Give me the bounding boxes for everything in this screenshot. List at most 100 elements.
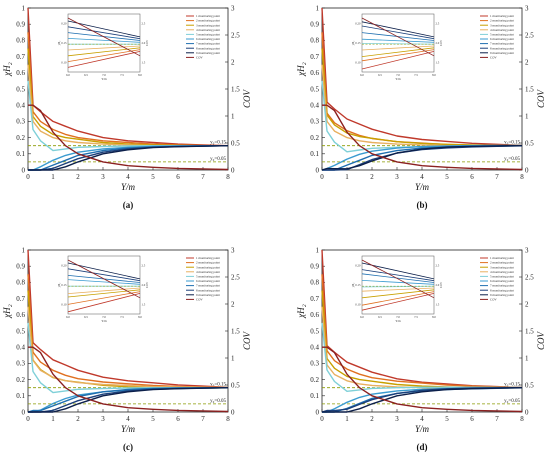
inset-y-left-label: χH₂ [57,283,61,288]
inset-x-label: Y/m [101,319,107,323]
inset-y-left-tick-label: 0.15 [61,283,67,287]
series-line-4 [321,306,523,389]
series-line-2 [321,274,523,389]
legend-entry: 5 monitoring point [490,275,514,279]
legend-entry: 4 monitoring point [490,28,514,32]
x-tick-label: 3 [101,415,105,423]
legend-entry: COV [490,56,497,60]
y-left-tick-label: 0.1 [310,150,319,158]
series-line-10 [322,346,523,413]
inset-series-line-9 [67,20,141,38]
inset-y-right-tick-label: 2.5 [142,264,146,268]
legend-entry: 2 monitoring point [196,19,220,23]
inset-series-line-4 [67,45,141,51]
inset-series-line-10 [361,17,435,57]
y-left-tick-label: 0.9 [310,263,319,271]
inset: 6.0 6.5 7.0 7.5 8.0 0.20 0.15 0.10 2.5 2.0 1.5 Y/m χ… [57,255,149,323]
inset-y-right-tick-label: 1.5 [436,60,440,64]
series-line-10 [322,104,523,171]
y-left-tick-label: 0.4 [16,344,25,352]
inset-y-left-tick-label: 0.20 [355,22,361,26]
y-right-axis-label: COV [536,88,546,108]
x-tick-label: 3 [101,173,105,181]
series-line-10 [28,346,229,413]
inset-frame [67,255,141,315]
inset-series-line-10 [67,259,141,299]
inset-y-right-tick-label: 1.5 [436,302,440,306]
y-left-tick-label: 0.7 [16,295,25,303]
x-tick-label: 4 [420,173,424,181]
inset-x-tick-label: 6.0 [66,73,70,77]
inset-series-line-6 [67,38,141,43]
legend-entry: 5 monitoring point [196,33,220,37]
inset-series-line-10 [67,17,141,57]
x-tick-label: 0 [320,415,324,423]
x-tick-label: 1 [51,415,55,423]
y-left-tick-label: 0.6 [310,69,319,77]
inset-y-left-tick-label: 0.10 [61,302,67,306]
inset: 6.0 6.5 7.0 7.5 8.0 0.20 0.15 0.10 2.5 2.0 1.5 Y/m χ… [351,13,443,81]
legend-entry: 7 monitoring point [196,42,220,46]
y-right-tick-label: 1.5 [231,85,240,93]
inset-y-right-tick-label: 2.5 [142,22,146,26]
reference-line-label: y₀=0.05 [504,399,520,404]
x-tick-label: 8 [226,415,230,423]
x-tick-label: 1 [345,415,349,423]
inset-series-line-4 [361,45,435,51]
inset-y-right-label: COV [439,281,443,288]
series-line-9 [321,144,523,171]
y-left-tick-label: 0.3 [310,118,319,126]
inset-series-line-8 [67,268,141,282]
y-right-tick-label: 2 [231,58,235,66]
x-tick-label: 7 [201,415,205,423]
inset-y-right-tick-label: 1.5 [142,60,146,64]
y-left-axis-label: χH₂ [2,304,12,319]
series-line-4 [27,306,229,389]
y-left-tick-label: 0.9 [16,21,25,29]
panel-a: 0 0.1 0.2 0.3 0.4 0.5 0.6 0.7 0.8 0.9 1 0 0.5 1 1.5 2 2.… [2,4,252,210]
y-right-tick-label: 2 [231,300,235,308]
inset-x-label: Y/m [395,77,401,81]
inset-x-tick-label: 8.0 [432,73,436,77]
legend-entry: 3 monitoring point [196,23,220,27]
legend-entry: 6 monitoring point [490,37,514,41]
x-tick-label: 6 [176,415,180,423]
inset-x-tick-label: 8.0 [138,73,142,77]
x-tick-label: 7 [495,415,499,423]
series-line-1 [27,249,229,388]
series-line-1 [321,7,523,147]
inset-series-line-8 [361,269,435,282]
inset-y-left-tick-label: 0.20 [355,264,361,268]
y-right-tick-label: 1 [231,354,235,362]
x-axis-label: Y/m [415,424,430,434]
y-left-tick-label: 0.2 [310,134,319,142]
legend-entry: 2 monitoring point [196,261,220,265]
x-tick-label: 6 [470,415,474,423]
inset-x-tick-label: 6.5 [378,73,382,77]
inset-y-left-tick-label: 0.20 [61,264,67,268]
y-right-tick-label: 2.5 [231,31,240,39]
inset-x-tick-label: 7.0 [102,315,106,319]
legend-entry: 2 monitoring point [490,19,514,23]
y-left-tick-label: 0.5 [16,85,25,93]
inset-y-left-tick-label: 0.10 [355,302,361,306]
legend-entry: 7 monitoring point [196,284,220,288]
y-right-axis-label: COV [536,330,546,350]
series-line-4 [27,64,228,147]
inset-x-label: Y/m [101,77,107,81]
y-left-tick-label: 0 [316,408,320,416]
y-right-tick-label: 0 [231,408,235,416]
y-left-tick-label: 0 [22,408,26,416]
legend-entry: 7 monitoring point [490,284,514,288]
y-left-tick-label: 0.4 [16,102,25,110]
inset-series-line-6 [67,279,141,285]
inset-y-right-tick-label: 2.0 [142,283,146,287]
inset-y-left-tick-label: 0.10 [61,60,67,64]
inset-x-label: Y/m [395,319,401,323]
y-left-tick-label: 0.3 [16,118,25,126]
inset-series-line-2 [67,291,141,305]
reference-line-label: y₀=0.15 [210,141,226,146]
x-tick-label: 2 [370,415,374,423]
